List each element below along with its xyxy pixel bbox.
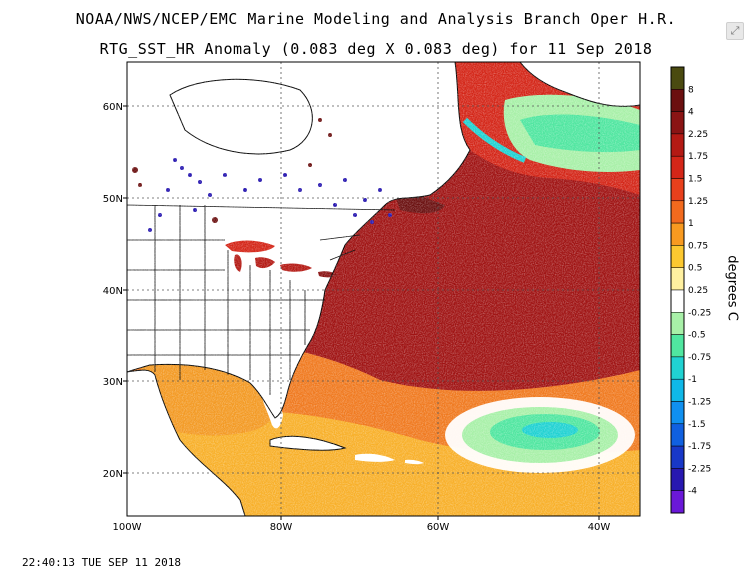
lat-tick-50n: 50N: [103, 194, 123, 205]
colorbar-label: 0.75: [688, 241, 708, 251]
colorbar-label: 0.25: [688, 286, 708, 296]
colorbar-label: 8: [688, 85, 694, 95]
colorbar-swatch: [670, 334, 685, 358]
colorbar-swatch: [670, 66, 685, 90]
colorbar-label: 4: [688, 108, 694, 118]
colorbar-label: 1: [688, 219, 694, 229]
colorbar-swatch: [670, 490, 685, 514]
colorbar-swatch: [670, 267, 685, 291]
colorbar-label: -1: [688, 375, 697, 385]
colorbar-units: degrees C: [724, 255, 740, 321]
lon-tick-80w: 80W: [270, 522, 293, 533]
map-title-line2: RTG_SST_HR Anomaly (0.083 deg X 0.083 de…: [99, 40, 653, 58]
colorbar-label: -1.5: [688, 420, 706, 430]
colorbar-label: -4: [688, 487, 697, 497]
colorbar-label: -1.75: [688, 442, 711, 452]
colorbar-label: 2.25: [688, 130, 708, 140]
axis-tick-marks: [123, 105, 600, 520]
colorbar-label: -2.25: [688, 464, 711, 474]
lon-tick-100w: 100W: [113, 522, 142, 533]
colorbar: 8 4 2.25 1.75 1.5 1.25 1 0.75 0.5 0.25 -0.25 -0.5 -0…: [670, 66, 711, 514]
expand-icon[interactable]: ⤢: [726, 22, 744, 40]
map-title-line1: NOAA/NWS/NCEP/EMC Marine Modeling and An…: [75, 10, 677, 28]
colorbar-swatch: [670, 111, 685, 135]
colorbar-label: 1.25: [688, 197, 708, 207]
lon-tick-40w: 40W: [588, 522, 611, 533]
colorbar-swatch: [670, 289, 685, 313]
map-field: [127, 62, 640, 516]
colorbar-swatch: [670, 245, 685, 268]
colorbar-label: 1.5: [688, 175, 702, 185]
colorbar-label: -0.25: [688, 308, 711, 318]
colorbar-label: 0.5: [688, 264, 702, 274]
colorbar-label: -1.25: [688, 398, 711, 408]
colorbar-swatch: [670, 468, 685, 491]
map-frame: [126, 61, 641, 517]
lat-tick-20n: 20N: [103, 469, 123, 480]
colorbar-label: 1.75: [688, 152, 708, 162]
lat-tick-40n: 40N: [103, 286, 123, 297]
colorbar-swatch: [670, 155, 685, 179]
colorbar-swatch: [670, 133, 685, 157]
colorbar-label: -0.5: [688, 331, 706, 341]
colorbar-swatch: [670, 401, 685, 425]
lat-tick-30n: 30N: [103, 377, 123, 388]
colorbar-frame: [670, 66, 685, 514]
colorbar-swatch: [670, 445, 685, 469]
colorbar-swatch: [670, 89, 685, 112]
colorbar-swatch: [670, 178, 685, 202]
lon-tick-60w: 60W: [427, 522, 450, 533]
colorbar-swatch: [670, 312, 685, 335]
lat-tick-60n: 60N: [103, 102, 123, 113]
colorbar-label: -0.75: [688, 353, 711, 363]
colorbar-swatch: [670, 200, 685, 224]
colorbar-swatch: [670, 378, 685, 402]
timestamp: 22:40:13 TUE SEP 11 2018: [22, 556, 181, 569]
colorbar-swatch: [670, 356, 685, 380]
colorbar-swatch: [670, 423, 685, 447]
colorbar-swatch: [670, 222, 685, 246]
axis-labels: 100W 80W 60W 40W 60N 50N 40N 30N 20N: [103, 102, 611, 533]
